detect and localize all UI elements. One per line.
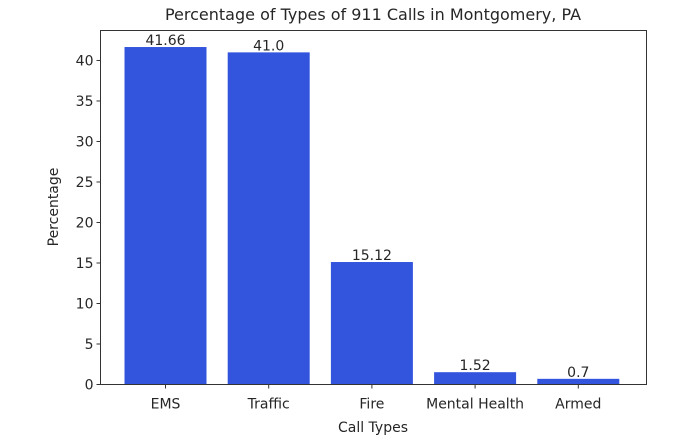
bar-fire	[330, 262, 413, 385]
x-tick-label: Fire	[359, 397, 384, 413]
bar-value-label: 0.7	[567, 365, 589, 381]
y-axis-ticks: 0 5 10 15 20 25 30 35 40	[76, 53, 101, 394]
y-tick-label: 10	[76, 296, 94, 312]
bar-value-labels: 41.66 41.0 15.12 1.52 0.7	[145, 33, 589, 381]
y-tick-label: 35	[76, 94, 94, 110]
plot-area-frame	[100, 30, 647, 385]
y-tick-label: 40	[76, 53, 94, 69]
x-tick-label: Mental Health	[426, 397, 524, 413]
bar-value-label: 15.12	[352, 248, 392, 264]
y-tick-label: 0	[85, 378, 94, 394]
bar-value-label: 1.52	[460, 358, 491, 374]
bar-ems	[124, 47, 207, 385]
y-tick-label: 20	[76, 215, 94, 231]
bar-mental-health	[434, 372, 517, 385]
x-axis-ticks: EMS Traffic Fire Mental Health Armed	[151, 384, 601, 413]
bar-value-label: 41.66	[145, 33, 185, 49]
y-tick-label: 30	[76, 134, 94, 150]
y-tick-label: 15	[76, 256, 94, 272]
bar-traffic	[227, 52, 310, 385]
y-tick-label: 5	[85, 337, 94, 353]
chart-title: Percentage of Types of 911 Calls in Mont…	[165, 5, 581, 24]
y-tick-label: 25	[76, 175, 94, 191]
x-axis-label: Call Types	[338, 420, 408, 436]
bars	[124, 47, 620, 385]
y-axis-label: Percentage	[46, 168, 62, 247]
bar-value-label: 41.0	[253, 38, 284, 54]
x-tick-label: EMS	[151, 397, 181, 413]
bar-armed	[537, 378, 620, 385]
x-tick-label: Traffic	[247, 397, 290, 413]
x-tick-label: Armed	[555, 397, 601, 413]
